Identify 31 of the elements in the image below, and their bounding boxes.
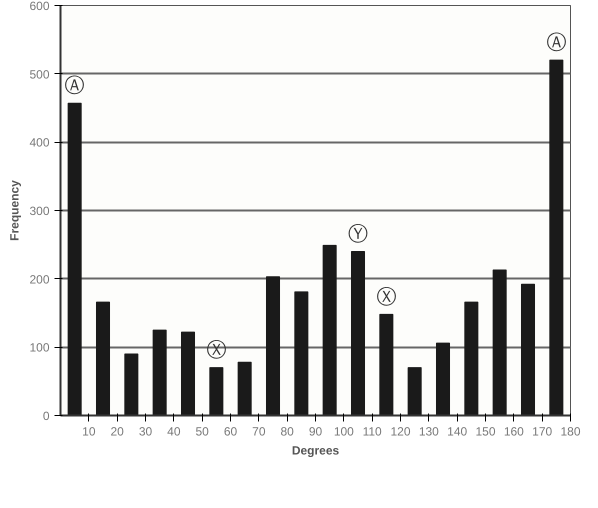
x-tick-label: 160 xyxy=(504,424,524,438)
annotation: Ⓨ xyxy=(348,224,368,246)
x-tick-label: 30 xyxy=(138,424,152,438)
x-tick-label: 50 xyxy=(195,424,210,438)
x-tick-label: 20 xyxy=(110,424,124,438)
annotation: Ⓐ xyxy=(64,75,85,98)
x-tick-label: 150 xyxy=(475,424,496,438)
x-tick-label: 40 xyxy=(167,424,181,438)
x-tick-label: 140 xyxy=(447,424,468,438)
y-tick-label: 300 xyxy=(29,204,50,218)
x-tick-label: 90 xyxy=(308,424,322,438)
x-tick-label: 170 xyxy=(532,424,553,438)
annotation: Ⓐ xyxy=(546,32,566,54)
y-tick-label: 500 xyxy=(29,67,50,82)
x-tick-label: 120 xyxy=(390,424,411,438)
y-axis-title: Frequency xyxy=(7,180,22,241)
x-tick-label: 80 xyxy=(280,424,294,438)
x-tick-label: 70 xyxy=(252,424,266,438)
x-tick-label: 180 xyxy=(560,424,581,438)
x-tick-label: 10 xyxy=(82,424,96,438)
x-tick-label: 60 xyxy=(224,424,238,438)
y-tick-label: 0 xyxy=(42,409,50,423)
y-tick-label: 600 xyxy=(29,0,50,13)
x-tick-label: 110 xyxy=(362,424,382,438)
x-tick-label: 130 xyxy=(418,424,440,438)
y-tick-label: 100 xyxy=(29,340,50,355)
y-tick-label: 200 xyxy=(29,272,50,286)
y-tick-label: 400 xyxy=(29,136,50,150)
x-tick-label: 100 xyxy=(334,424,354,438)
annotation: Ⓧ xyxy=(376,286,396,308)
x-axis-title: Degrees xyxy=(292,444,340,458)
